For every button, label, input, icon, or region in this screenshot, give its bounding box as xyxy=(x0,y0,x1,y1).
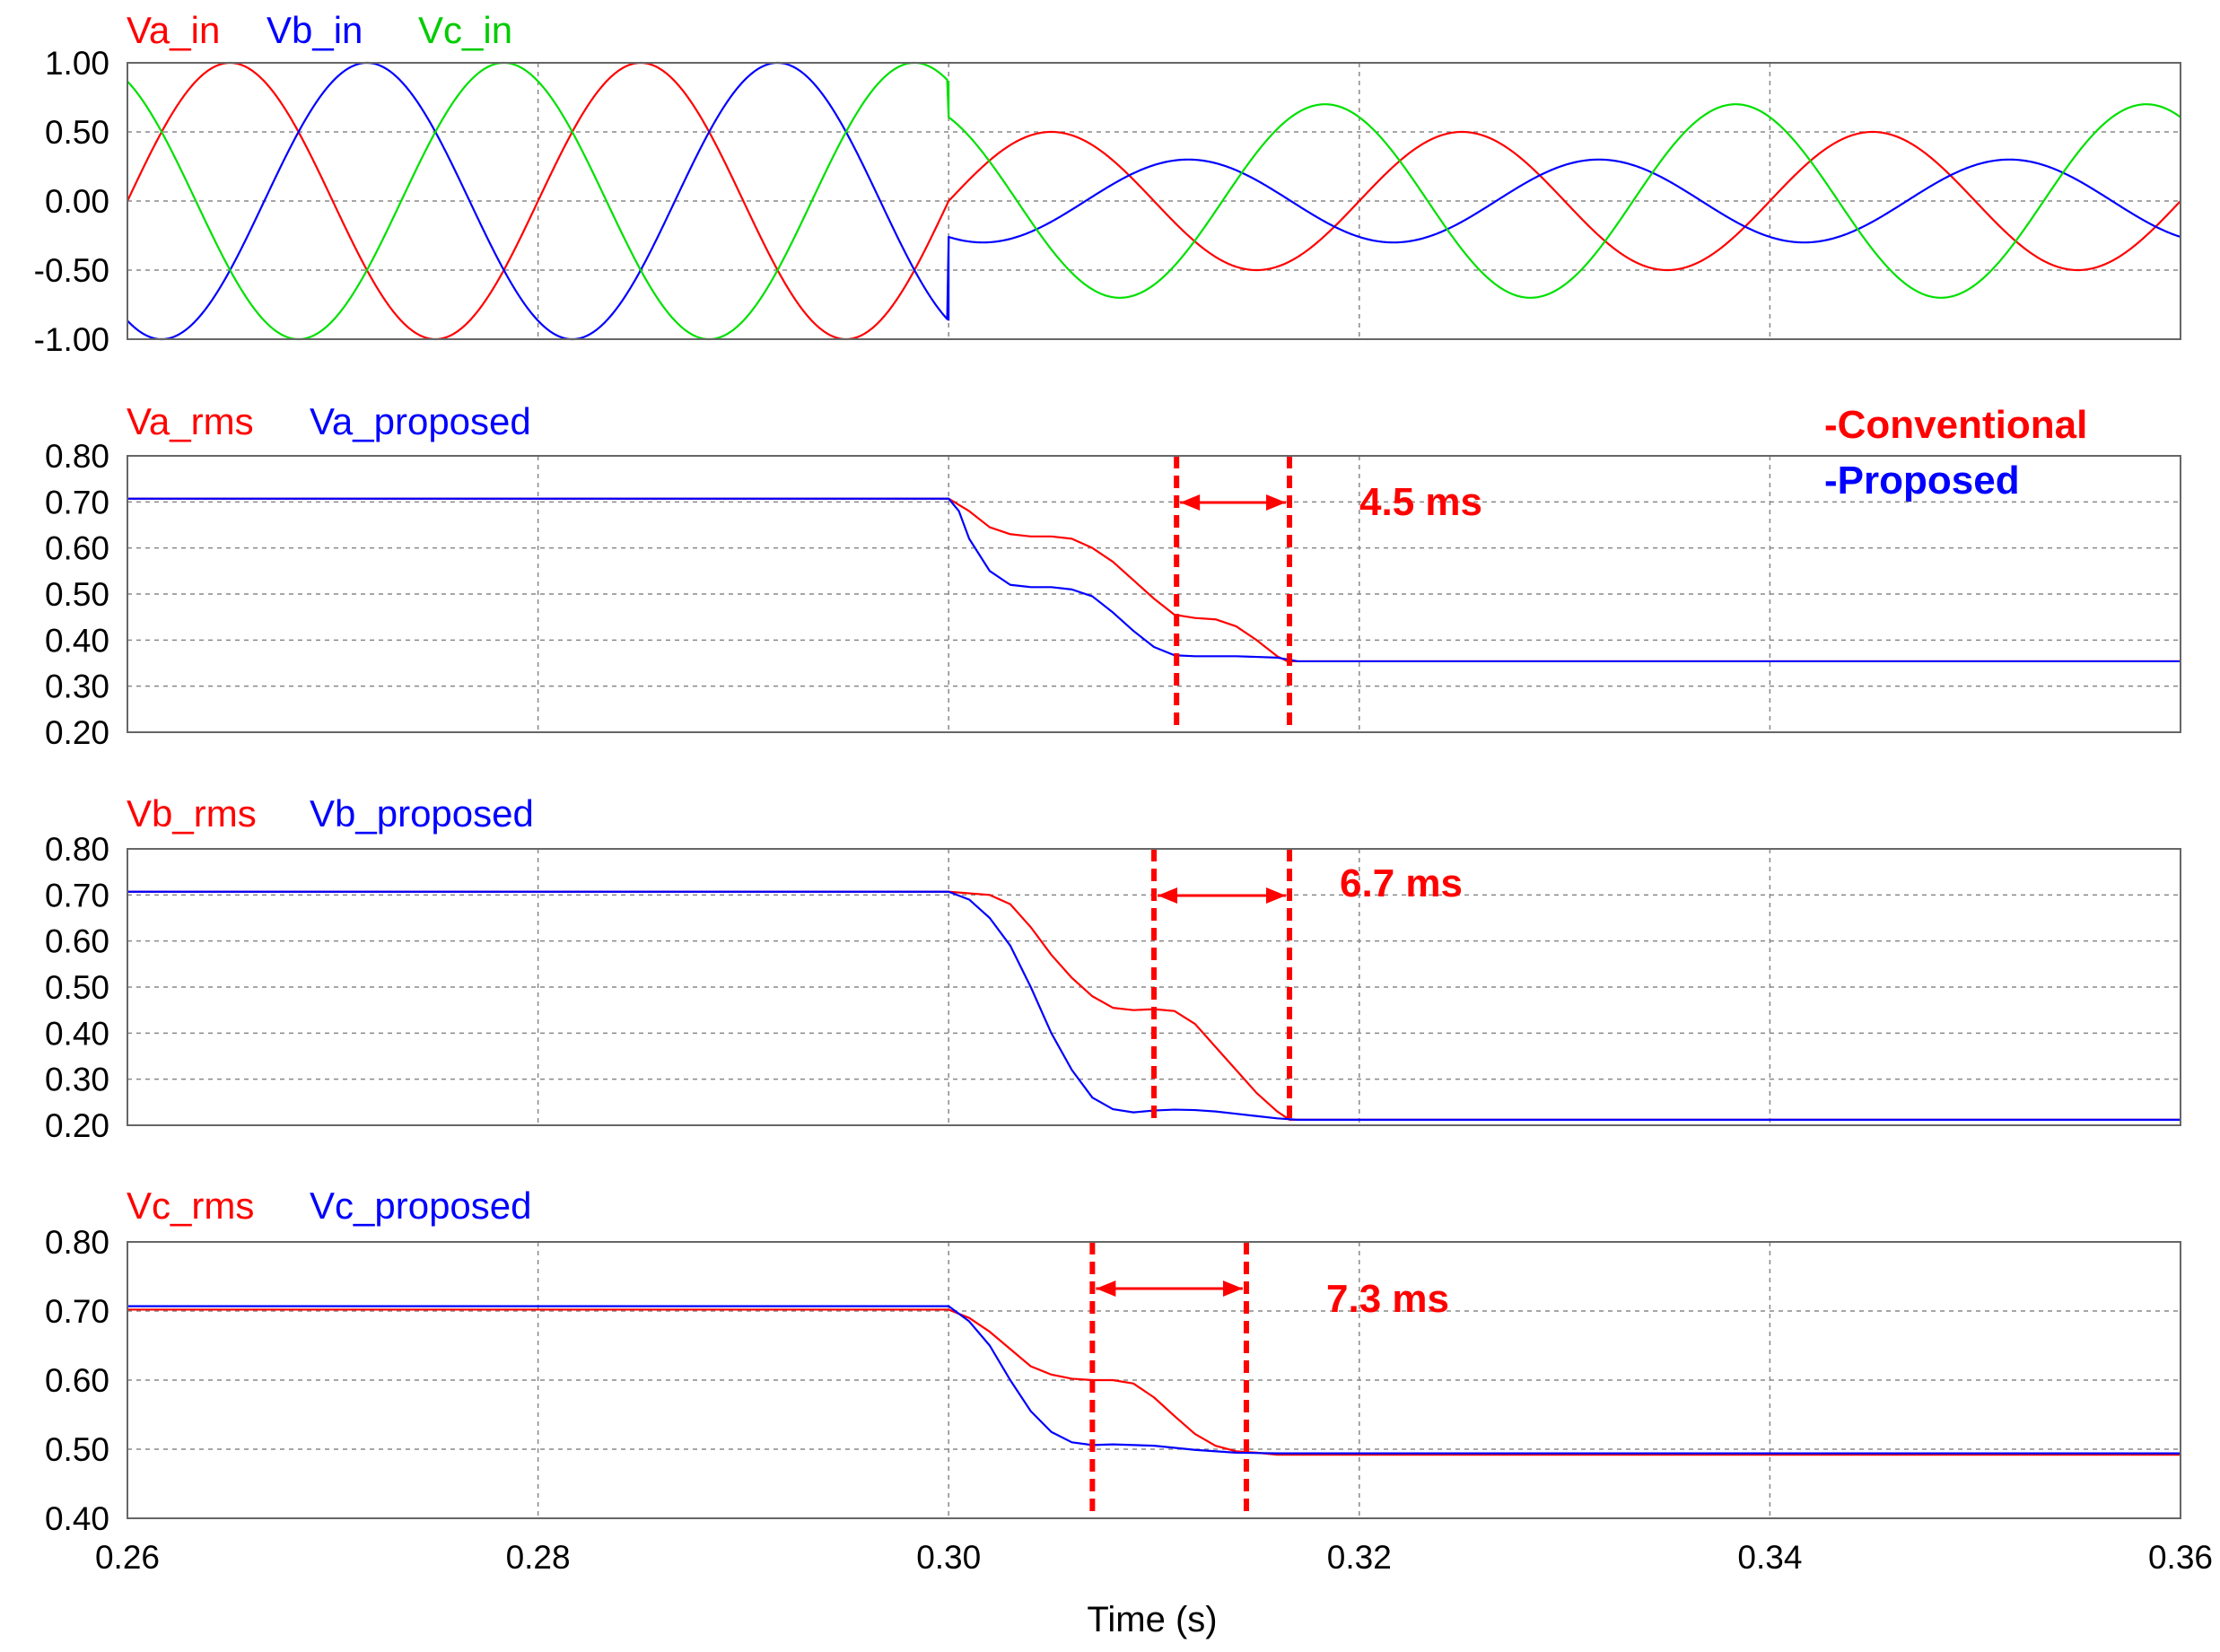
global-legend-proposed: -Proposed xyxy=(1824,459,2020,503)
series-line-Vc_proposed xyxy=(127,1305,2181,1455)
y-tick-label: 0.50 xyxy=(45,1431,109,1468)
annotation-va-delay: 4.5 ms xyxy=(1359,480,1482,524)
y-tick-label: 0.20 xyxy=(45,1107,109,1144)
legend-va-proposed: Va_proposed xyxy=(310,400,531,442)
y-tick-label: 0.40 xyxy=(45,622,109,659)
legend-vc-rms: Vc_rms xyxy=(127,1184,254,1227)
x-tick-label: 0.26 xyxy=(95,1539,160,1576)
panel-3-y-ticks: 0.80 0.70 0.60 0.50 0.40 0.30 0.20 xyxy=(45,831,109,1144)
y-tick-label: 0.00 xyxy=(45,183,109,220)
series-line-Vc_rms xyxy=(127,1308,2181,1456)
legend-va-rms: Va_rms xyxy=(127,400,254,442)
x-tick-label: 0.34 xyxy=(1737,1539,1802,1576)
y-tick-label: 0.70 xyxy=(45,877,109,913)
y-tick-label: 1.00 xyxy=(45,45,109,82)
panel-2-frame xyxy=(127,455,2181,733)
annotation-vb-delay: 6.7 ms xyxy=(1340,861,1463,905)
panel-2-markers xyxy=(1174,456,1293,732)
panel-2-y-ticks: 0.80 0.70 0.60 0.50 0.40 0.30 0.20 xyxy=(45,438,109,751)
marker-arrow-head-left xyxy=(1096,1281,1116,1297)
panel-2-plot xyxy=(127,497,2181,663)
panel-4-frame xyxy=(127,1241,2181,1519)
panel-2-grid xyxy=(127,456,2181,732)
time-axis-title: Time (s) xyxy=(1087,1600,1217,1639)
y-tick-label: 0.30 xyxy=(45,669,109,705)
y-tick-label: 0.70 xyxy=(45,1293,109,1330)
y-tick-label: 0.80 xyxy=(45,438,109,475)
y-tick-label: 0.60 xyxy=(45,923,109,960)
series-line-Vb_proposed xyxy=(127,890,2181,1121)
panel-1-plot xyxy=(127,61,2181,341)
y-tick-label: 0.50 xyxy=(45,576,109,613)
series-line-Vc_in xyxy=(127,61,2181,341)
marker-arrow-head-left xyxy=(1180,494,1201,511)
series-line-Vb_rms xyxy=(127,890,2181,1121)
panel-3-markers xyxy=(1151,849,1293,1125)
y-tick-label: 0.40 xyxy=(45,1500,109,1537)
x-tick-label: 0.32 xyxy=(1327,1539,1392,1576)
panel-1-frame xyxy=(127,62,2181,340)
x-tick-label: 0.28 xyxy=(506,1539,571,1576)
panel-4-markers xyxy=(1089,1242,1249,1518)
panel-4-y-ticks: 0.80 0.70 0.60 0.50 0.40 xyxy=(45,1224,109,1537)
y-tick-label: 0.50 xyxy=(45,114,109,151)
y-tick-label: -1.00 xyxy=(34,321,109,358)
y-tick-label: 0.80 xyxy=(45,831,109,868)
y-tick-label: -0.50 xyxy=(34,252,109,289)
panel-3-frame xyxy=(127,848,2181,1126)
panel-3-plot xyxy=(127,890,2181,1121)
panel-va-rms: Va_rms Va_proposed -Conventional -Propos… xyxy=(45,400,2181,751)
marker-arrow-head-right xyxy=(1266,494,1287,511)
panel-vc-rms: Vc_rms Vc_proposed 0.800.700.600.500.40 … xyxy=(45,1184,2181,1537)
x-tick-label: 0.30 xyxy=(916,1539,981,1576)
marker-arrow-head-right xyxy=(1266,887,1287,904)
legend-vc-in: Vc_in xyxy=(418,9,512,51)
y-tick-label: 0.40 xyxy=(45,1015,109,1052)
panel-vb-rms: Vb_rms Vb_proposed 0.800.700.600.500.400… xyxy=(45,792,2181,1144)
annotation-vc-delay: 7.3 ms xyxy=(1326,1277,1449,1321)
panel-1-y-ticks: 1.00 0.50 0.00 -0.50 -1.00 xyxy=(34,45,109,358)
panel-4-plot xyxy=(127,1305,2181,1456)
series-line-Vb_in xyxy=(127,61,2181,341)
legend-vc-proposed: Vc_proposed xyxy=(310,1184,532,1227)
marker-arrow-head-left xyxy=(1158,887,1177,904)
x-tick-label: 0.36 xyxy=(2148,1539,2213,1576)
series-line-Va_rms xyxy=(127,497,2181,663)
panel-4-grid xyxy=(127,1242,2181,1518)
y-tick-label: 0.60 xyxy=(45,1362,109,1399)
y-tick-label: 0.30 xyxy=(45,1062,109,1098)
global-legend-conventional: -Conventional xyxy=(1824,403,2087,447)
legend-vb-rms: Vb_rms xyxy=(127,792,257,835)
y-tick-label: 0.70 xyxy=(45,484,109,520)
legend-va-in: Va_in xyxy=(127,9,220,51)
legend-vb-proposed: Vb_proposed xyxy=(310,792,534,835)
panel-input-voltages: Va_in Vb_in Vc_in 1.00 0.50 0.00 -0.50 -1.00 xyxy=(34,9,2181,358)
y-tick-label: 0.60 xyxy=(45,530,109,567)
series-line-Va_proposed xyxy=(127,497,2181,663)
marker-arrow-head-right xyxy=(1222,1281,1243,1297)
time-axis: 0.26 0.28 0.30 0.32 0.34 0.36 xyxy=(95,1539,2213,1576)
legend-vb-in: Vb_in xyxy=(267,9,363,51)
y-tick-label: 0.20 xyxy=(45,714,109,751)
y-tick-label: 0.80 xyxy=(45,1224,109,1261)
series-line-Va_in xyxy=(127,61,2181,341)
y-tick-label: 0.50 xyxy=(45,969,109,1006)
